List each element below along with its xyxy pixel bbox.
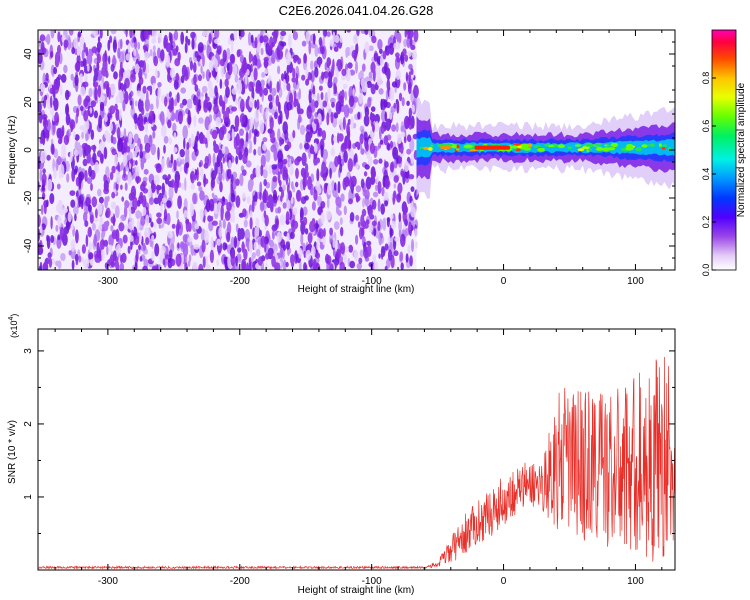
snr-x-tick-label: 100: [627, 576, 644, 587]
colorbar-tick-label: 0.0: [701, 264, 711, 277]
colorbar-tick-label: 0.8: [701, 72, 711, 85]
snr-multiplier-label: (x104): [8, 314, 19, 338]
signal-band-hotspot: [443, 143, 453, 147]
snr-y-tick-label: 3: [23, 348, 34, 354]
snr-x-tick-label: -200: [230, 576, 250, 587]
colorbar-label: Normalized spectral amplitude: [736, 82, 747, 217]
spectrogram-y-label: Frequency (Hz): [7, 116, 18, 185]
chart-title: C2E6.2026.041.04.26.G28: [279, 3, 434, 18]
snr-x-tick-label: 0: [501, 576, 507, 587]
signal-band-hotspot: [635, 147, 643, 152]
signal-band-hotspot: [658, 143, 663, 148]
signal-band-hotspot: [429, 144, 434, 148]
signal-band-hotspot: [649, 143, 655, 147]
signal-band-hotspot: [567, 146, 573, 150]
snr-background: [38, 329, 675, 570]
noise-speckle-cluster: [38, 30, 419, 270]
signal-band-hotspot: [456, 148, 460, 151]
snr-y-label: SNR (10 * v/v): [7, 420, 18, 484]
signal-band-hotspot: [456, 144, 460, 149]
snr-panel: -300 -200 -100 0 100 1 2 3 Height of straight …: [7, 314, 676, 596]
signal-band-hotspot: [577, 148, 585, 152]
spectrogram-x-tick-label: 0: [501, 276, 507, 287]
signal-band-hotspot: [607, 144, 612, 147]
spectrogram-y-ticks: -40 -20 0 20 40: [23, 41, 675, 259]
spectrogram-signal-band: [416, 96, 675, 199]
signal-band-hotspot: [515, 148, 521, 152]
spectrogram-x-label: Height of straight line (km): [298, 284, 415, 295]
signal-band-hotspot: [662, 144, 668, 148]
snr-y-ticks: 1 2 3: [23, 348, 675, 534]
signal-band-core: [440, 146, 451, 150]
signal-band-hotspot: [574, 144, 582, 147]
snr-x-ticks: -300 -200 -100 0 100: [54, 329, 663, 587]
signal-band-hotspot: [610, 142, 619, 148]
signal-band-hotspot: [584, 142, 594, 147]
signal-band-core: [474, 145, 511, 150]
signal-band-hotspot: [463, 144, 473, 149]
snr-x-label: Height of straight line (km): [298, 585, 415, 596]
spectrogram-x-tick-label: -300: [98, 276, 118, 287]
colorbar-tick-label: 0.2: [701, 216, 711, 229]
colorbar-tick-label: 0.4: [701, 168, 711, 181]
signal-band-hotspot: [625, 146, 634, 151]
spectrogram-x-ticks: -300 -200 -100 0 100: [54, 30, 663, 287]
signal-band-cyan: [416, 137, 675, 158]
spectrogram-x-tick-label: 100: [627, 276, 644, 287]
colorbar-gradient: [711, 29, 737, 271]
signal-band-hotspot: [641, 144, 648, 148]
colorbar: 0.0 0.2 0.4 0.6 0.8 Normalized spectral ampl…: [701, 29, 747, 277]
signal-band-hotspot: [547, 145, 555, 148]
spectrogram-y-tick-label: -40: [23, 238, 34, 253]
spectrogram-y-tick-label: 40: [23, 48, 34, 60]
spectrogram-y-tick-label: 0: [23, 147, 34, 153]
signal-band-hotspot: [520, 143, 530, 148]
colorbar-ticks: 0.0 0.2 0.4 0.6 0.8: [701, 72, 716, 277]
signal-band-hotspot: [607, 147, 616, 151]
colorbar-tick-label: 0.6: [701, 120, 711, 133]
snr-y-tick-label: 2: [23, 421, 34, 427]
signal-band-hotspot: [512, 145, 518, 149]
signal-band-hotspot: [537, 147, 545, 152]
spectrogram-noise-speckle: [38, 30, 419, 270]
signal-band-hotspot: [523, 147, 531, 151]
signal-band-hotspot: [594, 142, 602, 147]
spectrogram-y-tick-label: 20: [23, 96, 34, 108]
noise-speckle-cluster: [38, 30, 419, 270]
spectrogram-x-tick-label: -100: [362, 276, 382, 287]
spectrogram-y-tick-label: -20: [23, 190, 34, 205]
signal-band-hotspot: [469, 149, 479, 152]
noise-speckle-cluster: [38, 30, 419, 270]
signal-band-hotspot: [588, 148, 593, 151]
signal-band-hotspot: [582, 146, 590, 149]
spectrogram-x-tick-label: -200: [230, 276, 250, 287]
snr-x-tick-label: -300: [98, 576, 118, 587]
snr-y-tick-label: 1: [23, 494, 34, 500]
signal-band-hotspot: [428, 147, 433, 151]
snr-frame: [37, 328, 676, 571]
signal-band-hotspot: [557, 144, 565, 149]
signal-band-hotspot: [517, 145, 522, 148]
signal-band-hotspot: [661, 147, 666, 150]
signal-band-hotspot: [595, 146, 604, 151]
snr-x-tick-label: -100: [362, 576, 382, 587]
snr-series-line: [38, 356, 675, 570]
